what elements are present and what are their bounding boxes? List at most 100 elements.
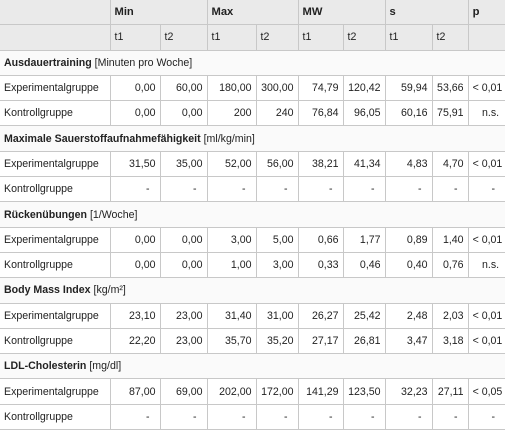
- value-cell: 0,76: [432, 252, 469, 279]
- value-cell: 200: [207, 100, 257, 127]
- value-cell: 3,47: [385, 328, 433, 355]
- value-cell: 60,16: [385, 100, 433, 127]
- value-cell: 1,77: [343, 227, 386, 253]
- p-value-cell: < 0,01: [468, 75, 505, 102]
- value-cell: 172,00: [256, 378, 299, 405]
- section-title-cell: LDL-Cholesterin [mg/dl]: [0, 353, 505, 380]
- value-cell: 27,11: [432, 378, 469, 405]
- group-label: Kontrollgruppe: [0, 100, 111, 127]
- section-title: Ausdauertraining: [4, 56, 92, 69]
- value-cell: 0,46: [343, 252, 386, 279]
- value-cell: 2,03: [432, 303, 469, 329]
- value-cell: 35,00: [160, 151, 208, 178]
- value-cell: 53,66: [432, 75, 469, 102]
- section-title: Maximale Sauerstoffaufnahmefähigkeit: [4, 132, 201, 145]
- value-cell: -: [110, 404, 161, 430]
- value-cell: 23,00: [160, 328, 208, 355]
- group-label: Kontrollgruppe: [0, 252, 111, 279]
- p-value-cell: n.s.: [468, 100, 505, 127]
- value-cell: 56,00: [256, 151, 299, 178]
- section-unit: [mg/dl]: [89, 360, 122, 373]
- value-cell: 26,27: [298, 303, 344, 329]
- table-row: Experimentalgruppe 0,00 60,00 180,00 300,00 7…: [0, 75, 505, 102]
- value-cell: -: [298, 176, 344, 203]
- value-cell: 4,83: [385, 151, 433, 178]
- group-label: Experimentalgruppe: [0, 227, 111, 253]
- value-cell: -: [298, 404, 344, 430]
- header-max-t1: t1: [207, 24, 257, 51]
- section-title: Body Mass Index: [4, 284, 91, 297]
- header-max-t2: t2: [256, 24, 299, 51]
- section-unit: [ml/kg/min]: [203, 132, 255, 145]
- value-cell: 202,00: [207, 378, 257, 405]
- value-cell: 120,42: [343, 75, 386, 102]
- group-label: Kontrollgruppe: [0, 176, 111, 203]
- value-cell: 3,18: [432, 328, 469, 355]
- value-cell: 32,23: [385, 378, 433, 405]
- value-cell: 38,21: [298, 151, 344, 178]
- value-cell: -: [256, 404, 299, 430]
- value-cell: 1,40: [432, 227, 469, 253]
- value-cell: 22,20: [110, 328, 161, 355]
- header-row-times: t1 t2 t1 t2 t1 t2 t1 t2: [0, 24, 505, 51]
- section-header-row: Body Mass Index [kg/m²]: [0, 277, 505, 304]
- value-cell: 52,00: [207, 151, 257, 178]
- value-cell: 180,00: [207, 75, 257, 102]
- value-cell: 0,40: [385, 252, 433, 279]
- p-value-cell: < 0,01: [468, 328, 505, 355]
- header-s-t2: t2: [432, 24, 469, 51]
- value-cell: -: [343, 176, 386, 203]
- value-cell: 0,00: [110, 252, 161, 279]
- value-cell: 3,00: [256, 252, 299, 279]
- section-title: Rückenübungen: [4, 208, 87, 221]
- value-cell: 0,00: [160, 252, 208, 279]
- value-cell: 23,10: [110, 303, 161, 329]
- value-cell: -: [207, 176, 257, 203]
- section-header-row: Maximale Sauerstoffaufnahmefähigkeit [ml…: [0, 125, 505, 152]
- table-row: Experimentalgruppe 31,50 35,00 52,00 56,00 38…: [0, 151, 505, 178]
- header-s-t1: t1: [385, 24, 433, 51]
- header-max: Max: [207, 0, 299, 26]
- section-title-cell: Ausdauertraining [Minuten pro Woche]: [0, 50, 505, 76]
- value-cell: 4,70: [432, 151, 469, 178]
- header-min: Min: [110, 0, 208, 26]
- value-cell: 31,00: [256, 303, 299, 329]
- value-cell: 26,81: [343, 328, 386, 355]
- value-cell: 74,79: [298, 75, 344, 102]
- header-row-groups: Min Max MW s p: [0, 0, 505, 26]
- value-cell: 2,48: [385, 303, 433, 329]
- value-cell: 0,33: [298, 252, 344, 279]
- group-label: Experimentalgruppe: [0, 303, 111, 329]
- value-cell: 141,29: [298, 378, 344, 405]
- value-cell: 0,66: [298, 227, 344, 253]
- header-corner-cell-2: [0, 24, 111, 51]
- value-cell: -: [432, 176, 469, 203]
- value-cell: 75,91: [432, 100, 469, 127]
- p-value-cell: -: [468, 404, 505, 430]
- value-cell: 35,70: [207, 328, 257, 355]
- table-row: Kontrollgruppe - - - - - - - - -: [0, 404, 505, 430]
- section-header-row: Rückenübungen [1/Woche]: [0, 201, 505, 228]
- value-cell: 0,00: [160, 100, 208, 127]
- value-cell: 25,42: [343, 303, 386, 329]
- header-p-empty: [468, 24, 505, 51]
- table-row: Experimentalgruppe 0,00 0,00 3,00 5,00 0,66 1,…: [0, 227, 505, 253]
- table-row: Kontrollgruppe 0,00 0,00 1,00 3,00 0,33 0,46 0,…: [0, 252, 505, 279]
- value-cell: 96,05: [343, 100, 386, 127]
- section-unit: [Minuten pro Woche]: [94, 56, 193, 69]
- value-cell: 0,00: [160, 227, 208, 253]
- section-unit: [kg/m²]: [93, 284, 126, 297]
- value-cell: 5,00: [256, 227, 299, 253]
- header-corner-cell: [0, 0, 111, 26]
- value-cell: 31,40: [207, 303, 257, 329]
- value-cell: -: [385, 176, 433, 203]
- header-s: s: [385, 0, 469, 26]
- table-row: Kontrollgruppe 0,00 0,00 200 240 76,84 96,05 60…: [0, 100, 505, 127]
- value-cell: -: [256, 176, 299, 203]
- value-cell: 23,00: [160, 303, 208, 329]
- value-cell: 69,00: [160, 378, 208, 405]
- value-cell: 240: [256, 100, 299, 127]
- value-cell: 31,50: [110, 151, 161, 178]
